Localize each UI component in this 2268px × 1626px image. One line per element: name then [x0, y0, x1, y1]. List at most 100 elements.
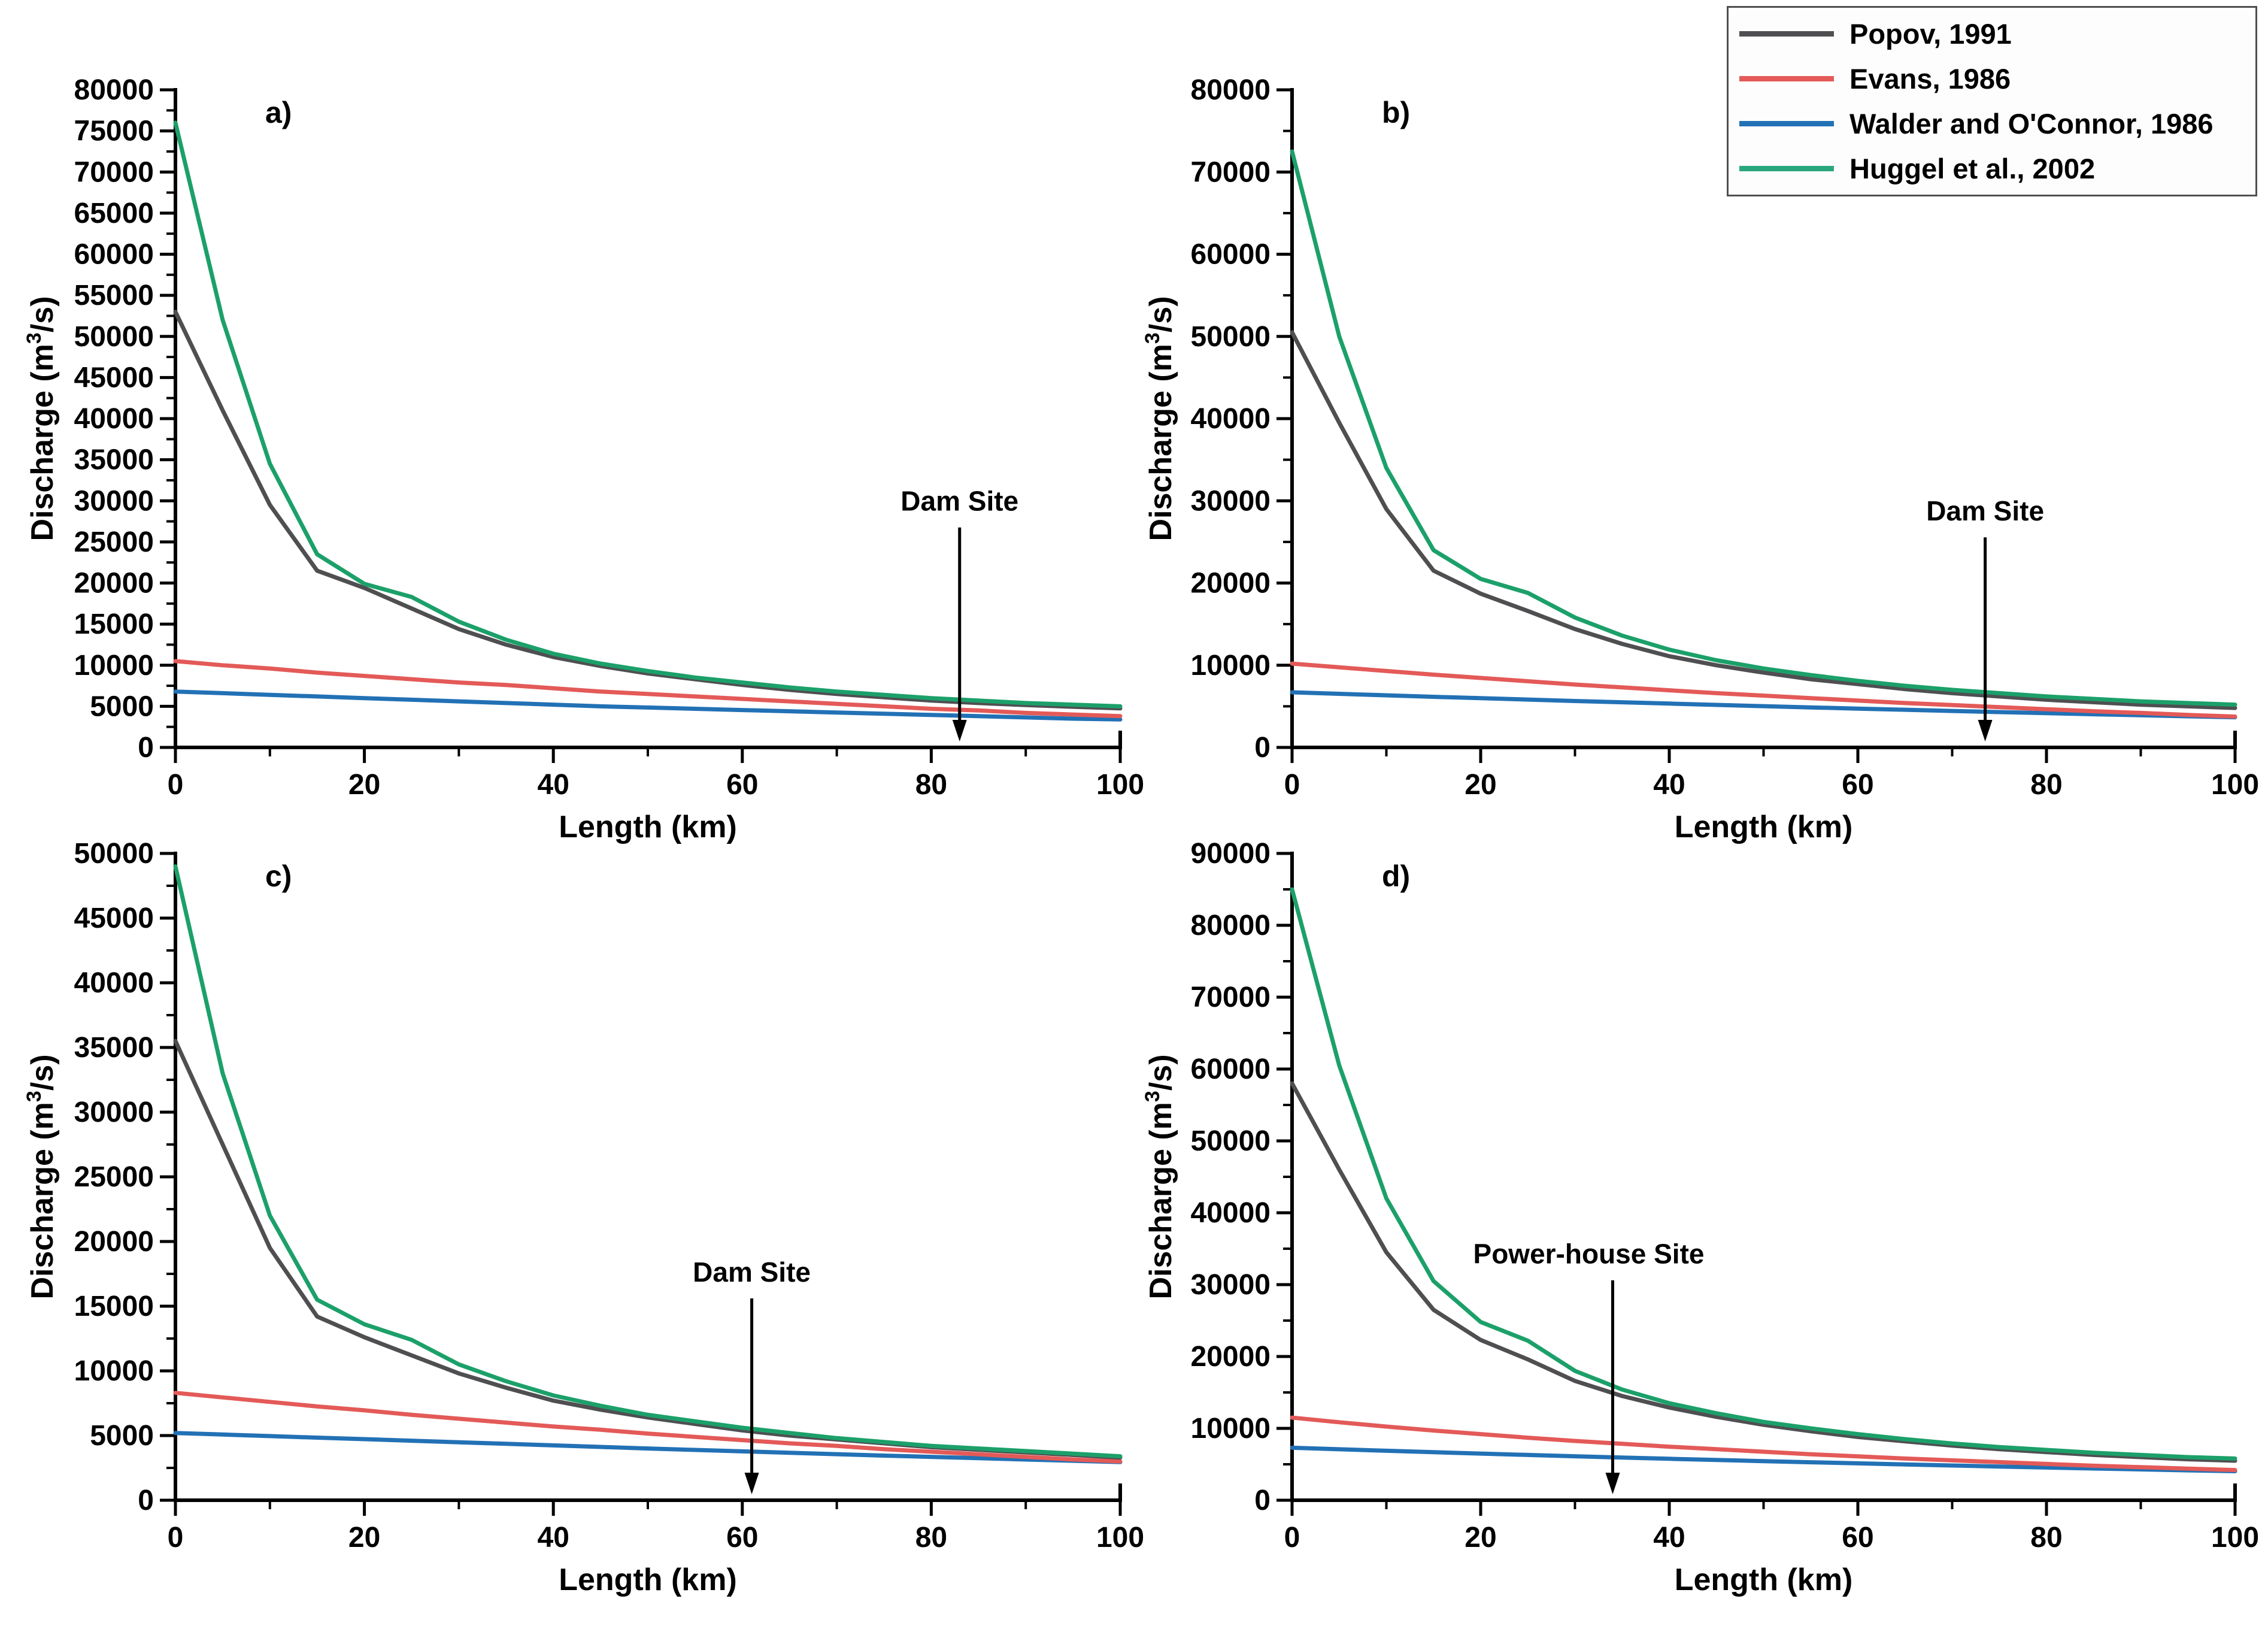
x-axis-title: Length (km) — [1675, 810, 1853, 844]
series-evans-line — [1290, 661, 2237, 719]
y-tick-label: 60000 — [1191, 239, 1271, 271]
panel-c: 0 20 40 60 80 100 0 5000 10000 15000 20000 25000 300… — [23, 838, 1144, 1597]
evans-line-swatch — [1739, 76, 1834, 81]
y-tick-label: 45000 — [74, 903, 154, 934]
y-tick-label: 50000 — [74, 838, 154, 870]
y-tick-label: 5000 — [90, 1420, 154, 1452]
x-tick-label: 80 — [2030, 1522, 2062, 1554]
panel-a: 0 20 40 60 80 100 0 5000 10000 15000 20000 25000 300… — [23, 74, 1144, 844]
series-huggel-line — [173, 864, 1123, 1459]
y-axis-title: Discharge (m3/s) — [23, 296, 60, 541]
y-tick-label: 35000 — [74, 1032, 154, 1064]
x-tick-label: 0 — [1284, 769, 1300, 801]
annotation-label: Dam Site — [900, 486, 1018, 517]
y-tick-label: 80000 — [1191, 910, 1271, 941]
legend-label: Evans, 1986 — [1849, 63, 2011, 95]
panel-letter-d: d) — [1382, 859, 1410, 893]
y-tick-label: 75000 — [74, 116, 154, 147]
y-tick-label: 60000 — [74, 239, 154, 271]
x-tick-label: 100 — [2211, 769, 2259, 801]
series-evans-line — [1290, 1415, 2237, 1473]
x-tick-label: 40 — [1653, 1522, 1685, 1554]
x-tick-label: 60 — [726, 1522, 758, 1554]
series-popov-line — [173, 310, 1123, 711]
y-tick-label: 40000 — [74, 403, 154, 435]
y-tick-label: 10000 — [1191, 650, 1271, 682]
y-tick-label: 25000 — [74, 1161, 154, 1193]
x-axis-title: Length (km) — [559, 1563, 737, 1597]
y-tick-label: 20000 — [74, 1226, 154, 1258]
series-huggel-line — [173, 120, 1123, 708]
y-tick-label: 80000 — [1191, 74, 1271, 106]
y-tick-label: 15000 — [74, 608, 154, 640]
y-tick-label: 45000 — [74, 362, 154, 393]
x-tick-label: 100 — [1096, 1522, 1144, 1554]
y-axis-title: Discharge (m3/s) — [1141, 1054, 1178, 1299]
series-walder-line — [173, 689, 1123, 722]
y-tick-label: 50000 — [1191, 321, 1271, 353]
annotation-arrow-head — [1605, 1473, 1620, 1494]
series-huggel-line — [1290, 149, 2237, 707]
legend-item-evans: Evans, 1986 — [1739, 65, 2255, 93]
y-tick-label: 15000 — [74, 1291, 154, 1322]
x-tick-label: 60 — [1842, 769, 1873, 801]
x-tick-label: 0 — [168, 769, 184, 801]
y-tick-label: 40000 — [74, 967, 154, 999]
y-tick-label: 35000 — [74, 444, 154, 476]
x-axis-title: Length (km) — [559, 810, 737, 844]
legend-item-popov: Popov, 1991 — [1739, 20, 2255, 48]
x-tick-label: 60 — [726, 769, 758, 801]
panel-letter-b: b) — [1382, 96, 1410, 129]
y-tick-label: 0 — [138, 1485, 154, 1516]
annotation-label: Power-house Site — [1473, 1239, 1705, 1270]
x-tick-label: 20 — [1465, 769, 1496, 801]
legend: Popov, 1991 Evans, 1986 Walder and O'Con… — [1727, 6, 2257, 196]
y-tick-label: 30000 — [74, 485, 154, 517]
y-tick-label: 90000 — [1191, 838, 1271, 870]
annotation-arrow-head — [1978, 720, 1993, 741]
y-tick-label: 20000 — [1191, 1341, 1271, 1373]
x-tick-label: 100 — [2211, 1522, 2259, 1554]
panel-d: 0 20 40 60 80 100 0 10000 20000 30000 40000 50000 60… — [1141, 838, 2259, 1597]
y-tick-label: 30000 — [1191, 485, 1271, 517]
y-tick-label: 50000 — [1191, 1125, 1271, 1157]
y-tick-label: 30000 — [74, 1097, 154, 1128]
x-axis-title: Length (km) — [1675, 1563, 1853, 1597]
x-tick-label: 0 — [168, 1522, 184, 1554]
x-tick-label: 40 — [538, 769, 569, 801]
annotation-arrow-head — [952, 720, 967, 741]
y-tick-label: 80000 — [74, 74, 154, 106]
y-tick-label: 20000 — [74, 568, 154, 599]
x-tick-label: 20 — [348, 1522, 380, 1554]
legend-item-walder: Walder and O'Connor, 1986 — [1739, 110, 2255, 138]
y-tick-label: 40000 — [1191, 1197, 1271, 1229]
y-tick-label: 0 — [1254, 1485, 1271, 1516]
huggel-line-swatch — [1739, 166, 1834, 171]
legend-label: Huggel et al., 2002 — [1849, 153, 2096, 184]
y-tick-label: 65000 — [74, 198, 154, 229]
series-evans-line — [173, 659, 1123, 719]
annotation-label: Dam Site — [1926, 495, 2044, 526]
legend-label: Walder and O'Connor, 1986 — [1849, 108, 2214, 140]
series-popov-line — [1290, 330, 2237, 710]
series-walder-line — [173, 1431, 1123, 1464]
panel-b: 0 20 40 60 80 100 0 10000 20000 30000 40000 50000 60… — [1141, 74, 2259, 844]
x-tick-label: 40 — [1653, 769, 1685, 801]
panel-letter-a: a) — [265, 96, 292, 129]
y-tick-label: 70000 — [74, 156, 154, 188]
legend-item-huggel: Huggel et al., 2002 — [1739, 155, 2255, 183]
y-tick-label: 10000 — [74, 650, 154, 682]
series-walder-line — [1290, 690, 2237, 720]
y-tick-label: 50000 — [74, 321, 154, 353]
walder-line-swatch — [1739, 121, 1834, 126]
x-tick-label: 0 — [1284, 1522, 1300, 1554]
y-tick-label: 25000 — [74, 526, 154, 558]
y-tick-label: 0 — [138, 732, 154, 764]
series-popov-line — [1290, 1081, 2237, 1463]
y-tick-label: 70000 — [1191, 982, 1271, 1013]
y-tick-label: 5000 — [90, 691, 154, 722]
annotation-arrow-head — [744, 1473, 759, 1494]
y-tick-label: 10000 — [74, 1355, 154, 1387]
panel-letter-c: c) — [265, 859, 292, 893]
